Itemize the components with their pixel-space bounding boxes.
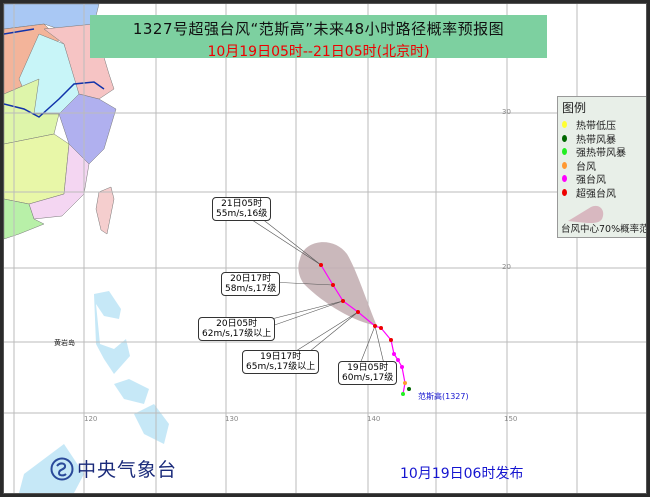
grid <box>4 4 646 493</box>
legend-cone-label: 台风中心70%概率范 <box>561 224 647 235</box>
track-point <box>392 352 396 356</box>
forecast-label-19-17: 19日17时 65m/s,17级以上 <box>242 350 320 374</box>
forecast-label-20-05: 20日05时 62m/s,17级以上 <box>198 317 276 341</box>
forecast-label-20-17: 20日17时 58m/s,17级 <box>221 272 281 296</box>
lon-label: 150 <box>504 415 518 423</box>
track-point <box>401 392 405 396</box>
cma-logo: 中央气象台 <box>50 455 177 482</box>
typhoon-track-map: 1327号超强台风“范斯高”未来48小时路径概率预报图 10月19日05时--2… <box>3 3 647 494</box>
legend-item: 强热带风暴 <box>558 145 646 159</box>
track-point <box>407 387 411 391</box>
taiwan <box>95 186 115 235</box>
cone-swatch-icon <box>568 205 604 223</box>
dot-icon <box>562 161 567 169</box>
place-label: 黄岩岛 <box>54 339 75 347</box>
track-line <box>320 264 406 395</box>
legend-item: 强台风 <box>558 172 646 186</box>
track-point <box>331 283 335 287</box>
map-subtitle: 10月19日05时--21日05时(北京时) <box>207 44 430 60</box>
legend: 图例 热带低压 热带风暴 强热带风暴 台风 强台风 超强台风 台风中心70%概率… <box>557 96 647 238</box>
title-banner: 1327号超强台风“范斯高”未来48小时路径概率预报图 10月19日05时--2… <box>90 15 547 60</box>
lon-label: 140 <box>367 415 381 423</box>
dot-icon <box>562 175 567 183</box>
legend-item: 台风 <box>558 159 646 173</box>
lat-label: 20 <box>502 263 511 271</box>
storm-name-label: 范斯高(1327) <box>418 392 469 401</box>
lon-label: 120 <box>84 415 98 423</box>
track-point <box>356 310 360 314</box>
track-point <box>373 324 377 328</box>
track-point <box>400 365 404 369</box>
track-point <box>403 381 407 385</box>
track-point <box>319 263 323 267</box>
dot-icon <box>562 121 567 129</box>
track-point <box>389 338 393 342</box>
dot-icon <box>562 134 567 142</box>
legend-item: 热带低压 <box>558 118 646 132</box>
map-canvas <box>4 4 646 493</box>
agency-name: 中央气象台 <box>77 459 178 481</box>
track-point <box>379 326 383 330</box>
map-title: 1327号超强台风“范斯高”未来48小时路径概率预报图 <box>132 20 505 38</box>
track-points <box>319 263 411 396</box>
track-point <box>341 299 345 303</box>
cma-emblem-icon <box>50 457 74 480</box>
lon-label: 130 <box>225 415 239 423</box>
dot-icon <box>562 188 567 196</box>
track-point <box>396 358 400 362</box>
dot-icon <box>562 148 567 156</box>
forecast-label-21-05: 21日05时 55m/s,16级 <box>212 197 272 221</box>
legend-item: 超强台风 <box>558 186 646 200</box>
issue-time: 10月19日06时发布 <box>400 466 524 482</box>
legend-title: 图例 <box>562 101 587 115</box>
legend-item: 热带风暴 <box>558 132 646 146</box>
lat-label: 30 <box>502 108 511 116</box>
forecast-label-19-05: 19日05时 60m/s,17级 <box>338 361 398 385</box>
river <box>4 28 105 118</box>
